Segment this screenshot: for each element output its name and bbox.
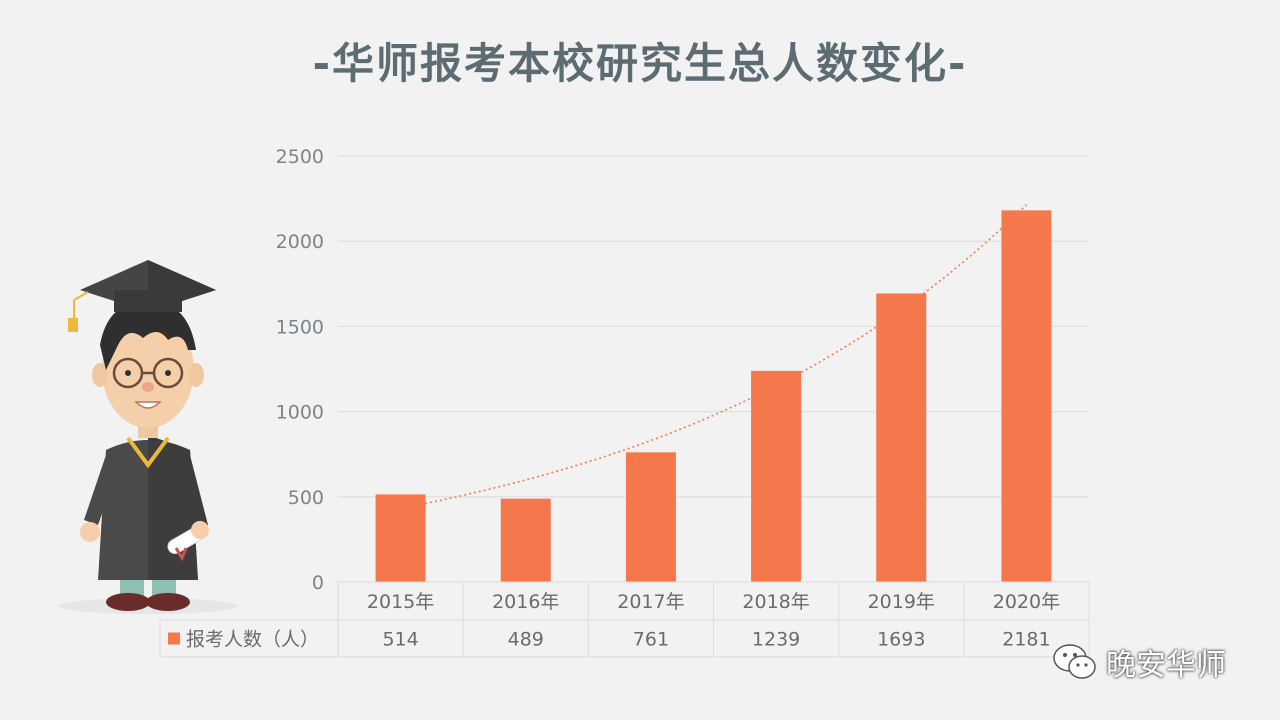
bar xyxy=(876,293,927,582)
y-tick-label: 500 xyxy=(288,487,324,509)
legend-swatch xyxy=(168,632,180,645)
x-category-label: 2017年 xyxy=(617,591,684,613)
y-tick-label: 1500 xyxy=(276,316,324,338)
data-value-label: 489 xyxy=(508,629,544,651)
watermark-text: 晚安华师 xyxy=(1106,648,1226,683)
data-value-label: 1239 xyxy=(752,629,800,651)
bar xyxy=(500,498,551,582)
wechat-icon xyxy=(1053,644,1096,679)
x-category-label: 2019年 xyxy=(868,591,935,613)
y-axis: 0 500 1000 1500 2000 2500 xyxy=(276,146,324,594)
x-category-label: 2020年 xyxy=(993,591,1060,613)
y-tick-label: 2000 xyxy=(276,231,324,253)
data-value-label: 1693 xyxy=(877,629,925,651)
chart-bars xyxy=(375,210,1052,582)
graduate-student-illustration xyxy=(58,260,238,614)
bar xyxy=(375,494,426,582)
bar xyxy=(625,452,676,582)
series-name: 报考人数（人） xyxy=(186,629,319,651)
x-category-label: 2016年 xyxy=(492,591,559,613)
data-table: 2015年 2016年 2017年 2018年 2019年 2020年 514 489 761 1… xyxy=(159,581,1090,658)
data-value-label: 761 xyxy=(633,629,669,651)
chart-gridlines xyxy=(338,155,1089,583)
page-title: -华师报考本校研究生总人数变化- xyxy=(312,39,968,88)
bar xyxy=(1001,210,1052,582)
y-tick-label: 1000 xyxy=(276,402,324,424)
data-value-label: 2181 xyxy=(1002,629,1050,651)
y-tick-label: 0 xyxy=(312,572,324,594)
x-category-label: 2018年 xyxy=(742,591,809,613)
bar xyxy=(751,370,802,582)
trend-line xyxy=(400,204,1027,510)
data-value-label: 514 xyxy=(382,629,418,651)
watermark: 晚安华师 xyxy=(1052,640,1226,684)
y-tick-label: 2500 xyxy=(276,146,324,168)
x-category-label: 2015年 xyxy=(367,591,434,613)
